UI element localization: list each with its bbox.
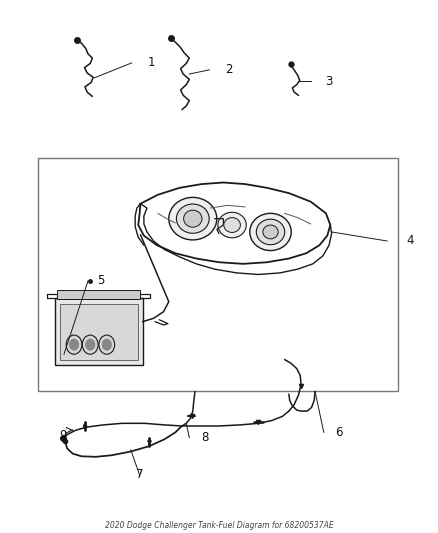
Circle shape bbox=[86, 340, 95, 350]
Text: 9: 9 bbox=[59, 429, 67, 441]
Bar bbox=[38, 158, 398, 391]
Text: 2020 Dodge Challenger Tank-Fuel Diagram for 68200537AE: 2020 Dodge Challenger Tank-Fuel Diagram … bbox=[105, 521, 333, 530]
Ellipse shape bbox=[184, 210, 202, 227]
Text: 3: 3 bbox=[325, 75, 333, 88]
Ellipse shape bbox=[169, 197, 217, 240]
Bar bbox=[60, 304, 138, 360]
Text: 8: 8 bbox=[201, 431, 209, 444]
Text: 5: 5 bbox=[97, 274, 105, 287]
Ellipse shape bbox=[250, 213, 291, 251]
Ellipse shape bbox=[218, 212, 246, 238]
Bar bbox=[55, 298, 143, 365]
Text: 2: 2 bbox=[225, 63, 233, 76]
Text: 7: 7 bbox=[136, 469, 143, 481]
Circle shape bbox=[70, 340, 78, 350]
Circle shape bbox=[102, 340, 111, 350]
Ellipse shape bbox=[263, 225, 278, 239]
Ellipse shape bbox=[177, 204, 209, 233]
Text: 1: 1 bbox=[148, 56, 155, 69]
Text: 4: 4 bbox=[407, 235, 414, 247]
Text: 6: 6 bbox=[336, 426, 343, 439]
Bar bbox=[57, 290, 141, 300]
Ellipse shape bbox=[256, 219, 285, 245]
Ellipse shape bbox=[224, 217, 240, 232]
